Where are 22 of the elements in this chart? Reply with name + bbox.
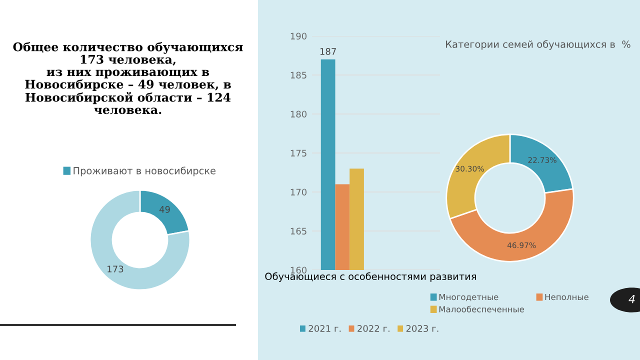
y-tick-label: 185 bbox=[290, 72, 306, 79]
y-tick-label: 175 bbox=[290, 150, 306, 157]
legend-label: Проживают в новосибирске bbox=[74, 166, 216, 176]
y-tick-label: 165 bbox=[290, 228, 306, 235]
data-label: 49 bbox=[159, 206, 170, 213]
legend-label: 2023 г. bbox=[406, 325, 438, 332]
legend-label: Малообеспеченные bbox=[439, 306, 524, 312]
legend-label: 2021 г. bbox=[308, 325, 341, 332]
legend-label: Многодетные bbox=[439, 294, 498, 302]
x-axis-title: Обучающиеся с особенностями развития bbox=[265, 272, 476, 282]
text: Общее количество обучающихся 173 человека, из них проживающих в Новосибирске – 49 человек, в Новосибирской области – 124 человека. bbox=[13, 42, 243, 114]
legend-label: Неполные bbox=[545, 294, 588, 300]
data-label: 187 bbox=[320, 48, 336, 55]
data-label: 173 bbox=[108, 266, 124, 272]
y-tick-label: 180 bbox=[290, 110, 307, 118]
legend-label: 2022 г. bbox=[358, 325, 390, 332]
y-tick-label: 170 bbox=[290, 188, 307, 196]
donut-slice bbox=[89, 189, 191, 291]
y-tick-label: 160 bbox=[290, 266, 307, 274]
y-tick-label: 190 bbox=[290, 32, 307, 40]
text: 4 bbox=[628, 294, 635, 304]
chart-title: Категории семей обучающихся в % bbox=[446, 40, 630, 50]
